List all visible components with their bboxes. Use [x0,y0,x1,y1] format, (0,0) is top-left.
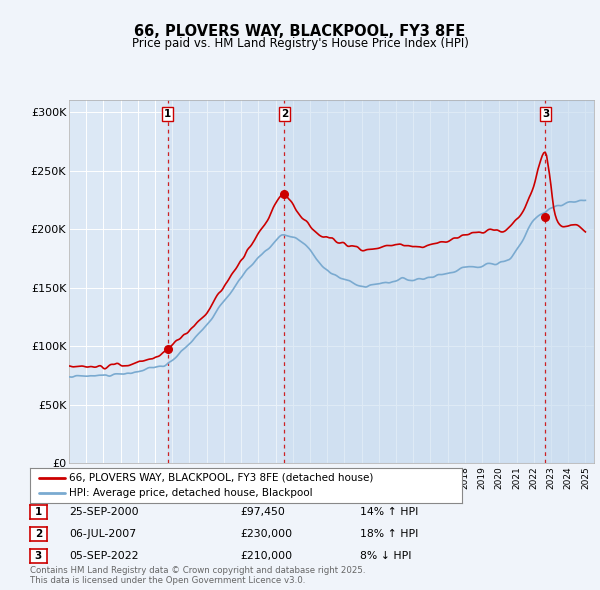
Text: 8% ↓ HPI: 8% ↓ HPI [360,551,412,560]
Text: Price paid vs. HM Land Registry's House Price Index (HPI): Price paid vs. HM Land Registry's House … [131,37,469,50]
Text: HPI: Average price, detached house, Blackpool: HPI: Average price, detached house, Blac… [69,489,313,499]
Bar [545,100,594,463]
Text: 66, PLOVERS WAY, BLACKPOOL, FY3 8FE (detached house): 66, PLOVERS WAY, BLACKPOOL, FY3 8FE (det… [69,473,373,483]
Text: 14% ↑ HPI: 14% ↑ HPI [360,507,418,517]
Text: £97,450: £97,450 [240,507,285,517]
Text: 25-SEP-2000: 25-SEP-2000 [69,507,139,517]
Bar [284,100,594,463]
Text: 3: 3 [35,551,42,560]
Text: 2: 2 [281,109,288,119]
Text: Contains HM Land Registry data © Crown copyright and database right 2025.
This d: Contains HM Land Registry data © Crown c… [30,566,365,585]
Text: 2: 2 [35,529,42,539]
Text: 1: 1 [164,109,171,119]
Text: 18% ↑ HPI: 18% ↑ HPI [360,529,418,539]
Bar [167,100,594,463]
Text: 06-JUL-2007: 06-JUL-2007 [69,529,136,539]
Text: 66, PLOVERS WAY, BLACKPOOL, FY3 8FE: 66, PLOVERS WAY, BLACKPOOL, FY3 8FE [134,24,466,38]
Text: £230,000: £230,000 [240,529,292,539]
Text: £210,000: £210,000 [240,551,292,560]
Text: 3: 3 [542,109,549,119]
Text: 1: 1 [35,507,42,517]
Text: 05-SEP-2022: 05-SEP-2022 [69,551,139,560]
